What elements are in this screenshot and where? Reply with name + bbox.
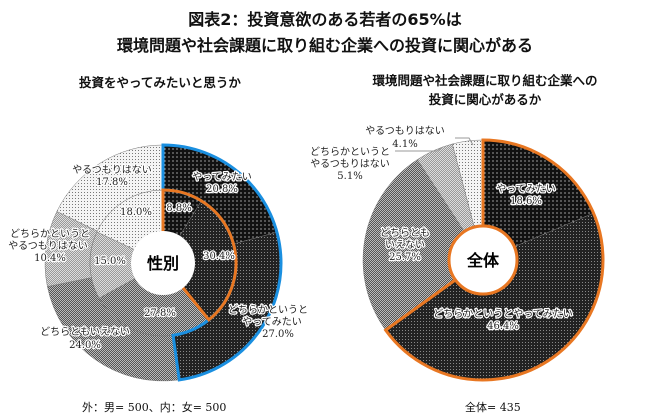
chart-title-line2: 環境問題や社会課題に取り組む企業への投資に関心がある bbox=[116, 36, 533, 55]
left-hole bbox=[131, 231, 195, 295]
value-left-outer-ratherno: 10.4% bbox=[34, 253, 66, 264]
label-left-outer-ratherno-1: どちらかというと bbox=[10, 228, 90, 240]
value-right-no: 4.1% bbox=[392, 139, 417, 150]
label-left-outer-ratheryes-1: どちらかというと bbox=[228, 304, 308, 316]
label-left-outer-ratherno-2: やるつもりはない bbox=[8, 240, 88, 252]
right-chart-title-line2: 投資に関心があるか bbox=[428, 92, 542, 107]
leader-line-no bbox=[455, 137, 474, 146]
value-left-inner-ratherno: 15.0% bbox=[94, 256, 126, 267]
right-chart-title-line1: 環境問題や社会課題に取り組む企業への bbox=[372, 73, 598, 88]
right-footnote: 全体= 435 bbox=[465, 401, 521, 414]
right-hole bbox=[447, 224, 519, 296]
value-left-outer-yes: 20.8% bbox=[206, 184, 238, 195]
left-footnote: 外：男= 500、内：女= 500 bbox=[82, 401, 227, 414]
label-right-no: やるつもりはない bbox=[365, 125, 445, 137]
left-center-label: 性別 bbox=[147, 254, 179, 273]
label-right-neutral-1: どちらとも bbox=[380, 227, 430, 239]
value-right-ratheryes: 46.4% bbox=[487, 321, 519, 332]
label-left-outer-neutral: どちらともいえない bbox=[40, 326, 130, 338]
value-right-ratherno: 5.1% bbox=[337, 171, 362, 182]
right-center-label: 全体 bbox=[466, 251, 500, 270]
value-left-inner-yes: 8.8% bbox=[166, 203, 191, 214]
label-right-ratheryes: どちらかというとやってみたい bbox=[433, 308, 573, 320]
value-right-neutral: 25.7% bbox=[389, 252, 421, 263]
value-left-inner-no: 18.0% bbox=[120, 207, 152, 218]
left-chart-title: 投資をやってみたいと思うか bbox=[79, 75, 241, 90]
value-right-yes: 18.6% bbox=[510, 196, 542, 207]
value-left-inner-neutral: 27.8% bbox=[144, 308, 176, 319]
value-left-outer-ratheryes: 27.0% bbox=[262, 329, 294, 340]
label-right-ratherno-1: どちらかというと bbox=[310, 146, 390, 158]
chart-title-line1: 図表2：投資意欲のある若者の65%は bbox=[188, 10, 462, 29]
value-left-outer-no: 17.8% bbox=[96, 177, 128, 188]
label-left-outer-ratheryes-2: やってみたい bbox=[242, 316, 302, 328]
label-right-ratherno-2: やるつもりはない bbox=[310, 158, 390, 170]
label-left-outer-no: やるつもりはない bbox=[72, 164, 152, 176]
label-right-yes: やってみたい bbox=[496, 183, 556, 195]
leader-line-ratherno bbox=[395, 146, 444, 152]
label-right-neutral-2: いえない bbox=[385, 239, 425, 251]
value-left-inner-ratheryes: 30.4% bbox=[203, 251, 235, 262]
value-left-outer-neutral: 24.0% bbox=[69, 340, 101, 351]
label-left-outer-yes: やってみたい bbox=[192, 171, 252, 183]
